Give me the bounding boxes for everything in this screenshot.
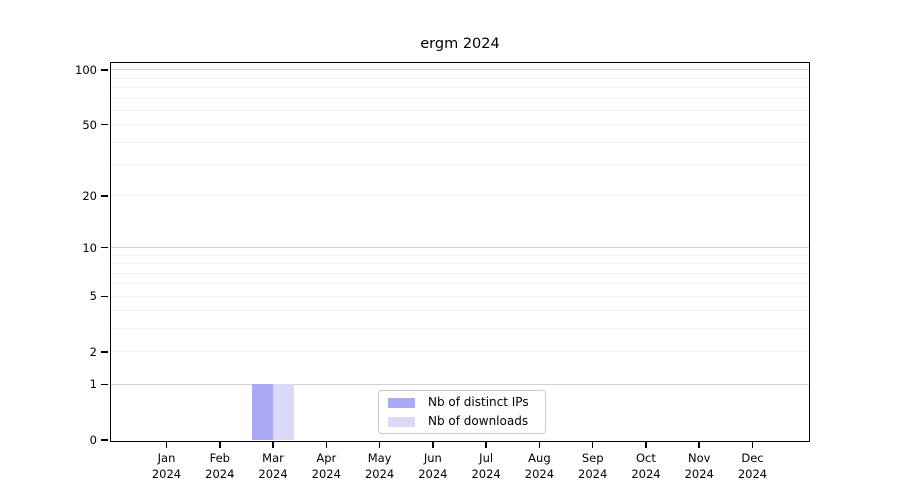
minor-gridline <box>111 254 809 256</box>
legend-label: Nb of downloads <box>428 414 529 428</box>
x-tick-mark <box>591 441 594 448</box>
y-tick-label: 5 <box>89 289 97 304</box>
x-tick-label: Jan 2024 <box>139 450 195 482</box>
x-tick-year: 2024 <box>418 467 448 481</box>
x-tick-label: Oct 2024 <box>618 450 674 482</box>
minor-gridline <box>111 272 809 274</box>
legend-swatch <box>388 397 415 408</box>
x-tick-mark <box>432 441 434 448</box>
minor-gridline <box>111 263 809 265</box>
minor-gridline <box>111 283 809 285</box>
y-tick-label: 100 <box>75 62 97 77</box>
minor-gridline <box>111 164 809 166</box>
minor-gridline <box>111 141 809 143</box>
x-tick-year: 2024 <box>524 467 555 481</box>
legend-entry: Nb of downloads <box>388 413 536 430</box>
x-tick-mark <box>485 441 487 448</box>
minor-gridline <box>111 328 809 330</box>
bar-nb-of-downloads <box>273 384 295 440</box>
y-tick-label: 1 <box>89 377 97 392</box>
y-tick-mark <box>101 351 108 353</box>
y-tick-label: 0 <box>89 433 97 447</box>
minor-gridline <box>111 77 809 79</box>
major-gridline <box>111 247 809 249</box>
x-tick-month: Nov <box>687 451 711 465</box>
y-tick-mark <box>101 69 108 71</box>
x-tick-year: 2024 <box>578 467 608 481</box>
x-tick-label: Apr 2024 <box>298 450 354 482</box>
plot-area: 0 1 2 5 10 20 50 100 Jan 2024 Feb 2024 Mar 2024 Apr 202… <box>75 62 810 481</box>
x-tick-label: Mar 2024 <box>245 450 301 482</box>
x-tick-month: Jul <box>479 451 494 465</box>
y-tick-label: 10 <box>82 240 97 255</box>
y-tick-mark <box>101 383 108 386</box>
legend-entry: Nb of distinct IPs <box>388 394 536 411</box>
minor-gridline <box>111 97 809 99</box>
minor-gridline <box>111 310 809 312</box>
legend-label: Nb of distinct IPs <box>428 395 529 409</box>
minor-gridline <box>111 351 809 353</box>
y-tick-mark <box>101 295 108 298</box>
y-tick-mark <box>101 246 108 249</box>
major-gridline <box>111 69 809 71</box>
x-tick-mark <box>219 441 221 448</box>
y-tick-label: 20 <box>82 188 97 203</box>
x-tick-month: Aug <box>528 451 551 465</box>
x-tick-year: 2024 <box>205 467 235 481</box>
x-tick-label: Feb 2024 <box>192 450 248 482</box>
x-tick-year: 2024 <box>151 467 182 481</box>
x-tick-month: Dec <box>741 451 764 465</box>
minor-gridline <box>111 195 809 197</box>
x-tick-year: 2024 <box>631 467 661 481</box>
bar-nb-of-distinct-ips <box>252 384 274 440</box>
x-tick-year: 2024 <box>737 467 768 481</box>
x-tick-month: May <box>367 451 392 465</box>
x-tick-year: 2024 <box>471 467 501 481</box>
x-tick-label: Nov 2024 <box>671 450 727 482</box>
x-tick-month: Apr <box>316 451 337 465</box>
x-tick-label: Jun 2024 <box>405 450 461 482</box>
y-tick-label: 2 <box>89 344 97 359</box>
x-tick-mark <box>165 441 168 448</box>
minor-gridline <box>111 124 809 126</box>
x-tick-mark <box>325 441 328 448</box>
x-tick-mark <box>538 441 541 448</box>
x-tick-label: Aug 2024 <box>511 450 567 482</box>
x-tick-month: Jan <box>157 451 176 465</box>
x-tick-mark <box>378 441 381 448</box>
x-tick-year: 2024 <box>258 467 288 481</box>
y-tick-label: 50 <box>82 117 97 132</box>
major-gridline <box>111 383 809 385</box>
minor-gridline <box>111 295 809 297</box>
y-tick-mark <box>101 195 108 197</box>
x-tick-mark <box>272 441 274 448</box>
legend: Nb of distinct IPs Nb of downloads <box>378 390 546 434</box>
x-tick-mark <box>698 441 700 448</box>
x-tick-month: Sep <box>581 451 604 465</box>
x-tick-year: 2024 <box>364 467 395 481</box>
x-tick-year: 2024 <box>684 467 714 481</box>
x-tick-month: Oct <box>636 451 656 465</box>
x-tick-mark <box>645 441 647 448</box>
x-tick-month: Feb <box>209 451 230 465</box>
x-tick-label: May 2024 <box>352 450 408 482</box>
y-tick-mark <box>101 439 108 441</box>
chart-title: ergm 2024 <box>420 36 500 52</box>
minor-gridline <box>111 109 809 111</box>
x-tick-label: Sep 2024 <box>565 450 621 482</box>
minor-gridline <box>111 87 809 89</box>
y-tick-mark <box>101 123 108 126</box>
legend-swatch <box>388 416 415 427</box>
x-tick-month: Jun <box>423 451 442 465</box>
x-tick-month: Mar <box>262 451 284 465</box>
x-tick-label: Jul 2024 <box>458 450 514 482</box>
x-tick-label: Dec 2024 <box>725 450 781 482</box>
x-tick-mark <box>751 441 754 448</box>
x-tick-year: 2024 <box>311 467 341 481</box>
